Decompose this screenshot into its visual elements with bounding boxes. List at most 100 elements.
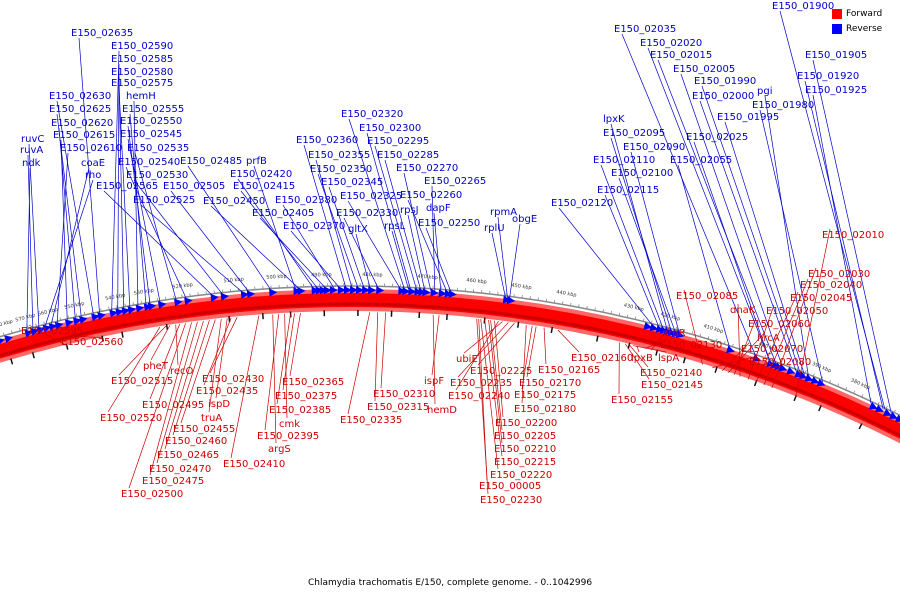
forward-leader [128, 323, 186, 489]
forward-gene-label: E150_02335 [340, 415, 402, 426]
forward-leader [276, 313, 291, 405]
reverse-gene-arrow [506, 296, 516, 305]
reverse-leader [431, 185, 436, 291]
reverse-leader [804, 80, 884, 410]
forward-leader [557, 329, 580, 353]
tick-label: 540 kbp [105, 292, 126, 302]
forward-gene-label: E150_02160 [571, 353, 633, 364]
reverse-leader [812, 94, 872, 404]
reverse-gene-arrow [220, 292, 229, 301]
reverse-leader [621, 33, 757, 357]
map-caption: Chlamydia trachomatis E/150, complete ge… [307, 578, 593, 588]
forward-gene-label: E150_02395 [257, 431, 319, 442]
forward-leader [644, 338, 669, 349]
forward-gene-label: E150_02180 [514, 404, 576, 415]
tick-label: 410 kbp [703, 323, 724, 335]
forward-gene-label: truA [201, 413, 222, 424]
minor-tick [715, 338, 718, 342]
reverse-gene-label: ruvC [21, 134, 44, 145]
forward-leader [480, 319, 499, 470]
forward-leader [526, 326, 537, 378]
minor-tick [124, 303, 126, 307]
reverse-gene-label: E150_02585 [111, 54, 173, 65]
tick-label: 420 kbp [660, 311, 681, 322]
major-tick [10, 358, 14, 365]
reverse-gene-arrow [725, 345, 735, 354]
reverse-gene-label: E150_02100 [611, 168, 673, 179]
reverse-gene-arrow [4, 335, 13, 344]
reverse-leader [433, 212, 442, 292]
forward-gene-label: E150_02210 [494, 444, 556, 455]
minor-tick [610, 310, 612, 314]
reverse-gene-arrow [210, 293, 219, 302]
reverse-gene-arrow [109, 309, 118, 318]
forward-leader [755, 291, 799, 383]
forward-gene-label: pheT [143, 361, 169, 372]
forward-gene-label: E150_02200 [495, 418, 557, 429]
forward-leader [149, 323, 181, 400]
reverse-gene-arrow [894, 414, 900, 422]
reverse-leader [133, 179, 224, 295]
forward-leader [722, 342, 750, 372]
minor-tick [108, 306, 110, 310]
reverse-gene-label: dapF [426, 203, 451, 214]
reverse-leader [78, 37, 100, 314]
reverse-gene-arrow [135, 304, 145, 313]
forward-gene-label: E150_02030 [808, 269, 870, 280]
reverse-gene-label: E150_02415 [233, 181, 295, 192]
reverse-gene-arrow [329, 286, 338, 295]
forward-gene-label: E150_02515 [111, 376, 173, 387]
forward-leader [683, 289, 703, 365]
forward-gene-label: E150_02010 [822, 230, 884, 241]
reverse-gene-label: E150_01900 [772, 1, 834, 12]
reverse-gene-label: E150_02320 [341, 109, 403, 120]
major-tick [818, 405, 822, 412]
reverse-leader [210, 205, 300, 290]
forward-leader [477, 323, 515, 366]
forward-leader [272, 314, 277, 444]
reverse-gene-label: E150_02285 [377, 150, 439, 161]
reverse-leader [425, 227, 452, 293]
reverse-leader [60, 139, 68, 321]
forward-leader [463, 321, 503, 354]
reverse-leader [133, 100, 139, 307]
reverse-gene-arrow [804, 373, 814, 382]
backbone-ring [0, 293, 900, 439]
forward-gene-label: E150_02155 [611, 395, 673, 406]
reverse-leader [699, 100, 797, 372]
forward-leader [747, 304, 775, 380]
reverse-gene-label: E150_02635 [71, 28, 133, 39]
legend-forward: Forward [832, 6, 892, 21]
legend-forward-label: Forward [846, 8, 883, 19]
reverse-gene-arrow [323, 286, 332, 295]
major-tick [858, 423, 863, 430]
reverse-gene-label: lpxK [603, 114, 625, 125]
tick-label: 490 kbp [311, 272, 332, 278]
reverse-gene-label: E150_02625 [49, 104, 111, 115]
forward-leader [737, 303, 741, 377]
reverse-leader [111, 50, 120, 312]
reverse-gene-label: E150_02020 [640, 38, 702, 49]
forward-gene-label: ispF [424, 376, 444, 387]
gene-arrows [0, 285, 900, 422]
forward-gene-label: argS [268, 444, 291, 455]
reverse-leader [347, 200, 401, 290]
reverse-gene-label: E150_02485 [180, 156, 242, 167]
tick-label: 480 kbp [362, 272, 382, 278]
forward-leader [282, 313, 295, 391]
reverse-gene-arrow [30, 328, 40, 336]
forward-leader [543, 327, 547, 365]
reverse-leader [118, 76, 125, 309]
minor-tick [27, 325, 29, 329]
reverse-gene-label: prfB [246, 156, 267, 167]
tick-label: 500 kbp [266, 274, 287, 281]
reverse-leader [647, 47, 771, 362]
forward-leader [208, 318, 222, 413]
reverse-gene-arrow [888, 411, 898, 419]
forward-gene-label: E150_02220 [490, 470, 552, 481]
minor-tick [683, 329, 685, 333]
forward-leader [149, 322, 192, 476]
minor-tick [43, 321, 45, 325]
reverse-leader [315, 159, 353, 289]
reverse-gene-label: E150_02350 [310, 164, 372, 175]
